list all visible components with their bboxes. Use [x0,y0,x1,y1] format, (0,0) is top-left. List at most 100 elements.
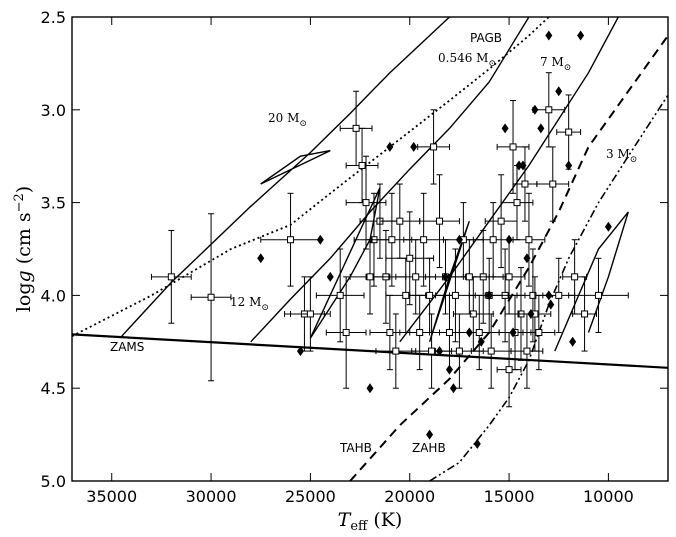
square-marker [428,347,436,355]
square-point [556,94,582,170]
square-marker [525,236,533,244]
x-tick-label: 10000 [583,487,634,506]
diamond-marker [426,429,434,440]
square-marker [535,329,543,337]
square-point [290,276,331,352]
square-marker [581,310,589,318]
square-marker [436,217,444,225]
square-point [190,213,232,382]
diamond-marker [473,438,481,449]
square-marker [412,273,420,281]
y-tick-label: 4.0 [41,286,66,305]
y-tick-label: 5.0 [41,472,66,491]
diamond-marker [257,253,265,264]
square-marker [406,254,414,262]
square-marker [430,143,438,151]
diamond-marker [523,253,531,264]
m12-label: 12 M⊙ [230,295,269,313]
y-tick-label: 4.5 [41,379,66,398]
y-tick-label: 2.5 [41,8,66,27]
square-point [522,294,556,371]
curve-pagb [72,17,550,338]
square-point [409,257,450,334]
diamond-marker [410,141,418,152]
pagb-label: PAGB [470,31,502,45]
square-marker [497,217,505,225]
square-point [512,192,546,287]
square-marker [416,329,424,337]
square-marker [451,291,459,299]
zahb-label: ZAHB [412,441,446,455]
square-marker [306,310,314,318]
square-marker [287,236,295,244]
square-point [572,276,597,352]
square-point [435,313,484,389]
square-marker [549,180,557,188]
curve-m3 [554,211,629,352]
y-axis-title: logg (cm s−2) [12,186,35,312]
square-marker [523,347,531,355]
diamond-marker [477,336,485,347]
square-point [417,109,450,185]
tahb-label: TAHB [339,441,372,455]
diamond-marker [296,346,304,357]
square-marker [358,161,366,169]
square-point [150,229,192,324]
square-marker [509,143,517,151]
square-marker [167,273,175,281]
square-point [518,276,552,352]
square-point [399,294,441,371]
m7-label: 7 M⊙ [540,55,571,73]
diamond-marker [527,308,535,319]
square-marker [505,366,513,374]
m3-label: 3 M⊙ [606,147,637,165]
square-point [315,248,365,343]
square-point [536,146,570,222]
diamond-marker [436,346,444,357]
plot-frame [71,16,669,482]
diamond-marker [519,160,527,171]
curve-m20 [121,17,450,337]
square-marker [207,293,215,301]
square-marker [426,291,434,299]
diamond-marker [545,290,553,301]
curve-tahb [349,35,668,481]
square-marker [445,329,453,337]
square-point [375,313,417,389]
square-point [345,127,379,204]
square-marker [487,347,495,355]
diamond-marker [547,299,555,310]
diamond-marker [565,160,573,171]
square-marker [392,347,400,355]
diamond-marker [515,160,523,171]
diamond-marker [455,234,463,245]
diamond-marker [445,364,453,375]
square-marker [402,291,410,299]
data-points [150,30,629,449]
diamond-marker [505,234,513,245]
square-point [568,257,629,334]
pagb-mass-label: 0.546 M⊙ [438,51,496,69]
diamond-marker [555,86,563,97]
diamond-marker [577,30,585,41]
square-point [496,100,530,194]
curve-zahb [429,94,668,481]
diamond-marker [449,383,457,394]
axis-ticks: 35000 30000 25000 20000 15000 10000 2.5 3.0 3.5 4… [41,8,668,506]
diamond-marker [386,141,394,152]
square-marker [342,329,350,337]
m20-label: 20 M⊙ [268,111,307,129]
x-tick-label: 35000 [86,487,137,506]
diamond-marker [366,383,374,394]
x-tick-label: 30000 [186,487,237,506]
y-tick-label: 3.5 [41,194,66,213]
diamond-marker [509,327,517,338]
square-marker [388,236,396,244]
square-point [500,164,534,241]
square-point [510,313,544,389]
square-marker [555,291,563,299]
y-tick-label: 3.0 [41,101,66,120]
square-point [339,90,373,166]
diamond-marker [537,123,545,134]
